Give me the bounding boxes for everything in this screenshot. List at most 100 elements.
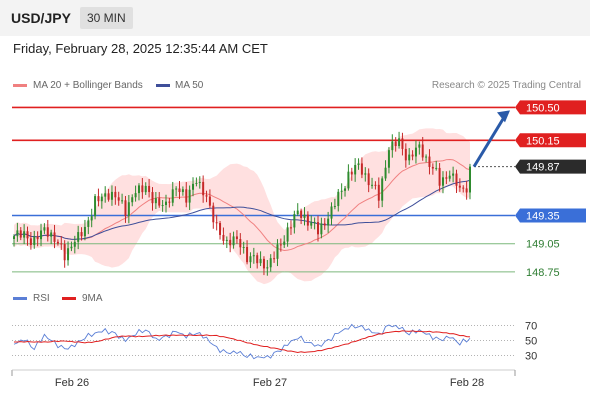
candle-body [279,244,282,246]
x-tick-label-2: Feb 27 [253,377,287,389]
candle-body [127,202,130,217]
candle-body [421,144,424,158]
level-label-149-87: 149.87 [526,162,560,174]
rsi-legend-swatch [13,297,27,300]
candle-body [249,256,252,263]
rsi-tick-label-70: 70 [525,321,537,333]
candle-body [350,171,353,175]
candle-body [13,236,15,239]
header-bar: USD/JPY 30 MIN [0,0,590,36]
candle-body [320,223,323,235]
candle-body [229,239,232,246]
candle-body [104,193,107,197]
ma50-legend-swatch [156,84,170,87]
candle-body [435,167,438,169]
candle-body [262,258,265,269]
candle-body [259,258,262,264]
candle-body [418,144,421,148]
candle-body [293,214,296,228]
candle-body [154,198,157,204]
candle-body [158,198,161,206]
candle-body [377,184,380,201]
forecast-arrow-line [472,116,506,168]
candle-body [232,236,235,246]
candle-body [80,232,83,237]
candle-body [219,223,222,235]
candle-body [29,238,32,246]
candle-body [73,241,76,247]
candle-body [90,216,93,221]
candle-body [387,150,390,168]
candle-body [36,236,39,240]
candle-body [408,154,411,161]
candle-body [266,267,269,269]
candle-body [283,241,286,245]
candle-body [94,196,97,217]
candle-body [114,191,117,198]
candle-body [225,239,228,241]
ma50-line [13,179,471,240]
candle-body [428,156,431,167]
bollinger-band [14,128,470,285]
candle-body [208,196,211,206]
candle-body [303,214,306,218]
candle-body [438,167,441,186]
ma20-legend-swatch [13,84,27,87]
level-tag-150-15 [515,133,586,148]
candle-body [276,244,279,259]
candle-body [286,227,289,242]
x-tick-label-1: Feb 26 [55,377,89,389]
candle-body [148,185,151,193]
candle-body [289,227,292,229]
candle-body [317,222,319,235]
candle-body [97,196,100,202]
candle-body [198,181,201,183]
candle-body [354,164,357,175]
candle-body [313,222,316,224]
candle-body [411,154,414,157]
candle-body [374,184,377,186]
candle-body [441,177,444,186]
ma50-legend-label: MA 50 [175,80,204,91]
timeframe-badge[interactable]: 30 MIN [80,7,133,29]
candle-body [462,187,465,189]
candle-body [300,210,303,218]
rsi-ma-legend-label: 9MA [82,293,103,304]
candle-body [401,138,404,149]
rsi-legend-label: RSI [33,293,50,304]
x-tick-label-3: Feb 28 [450,377,484,389]
candle-body [161,205,164,207]
candle-body [192,183,195,190]
candle-body [367,173,370,186]
candle-body [60,243,63,245]
candle-body [171,189,174,203]
candle-body [141,185,144,193]
candle-body [330,206,333,219]
level-tag-149-35 [515,208,586,223]
ma20-legend-label: MA 20 + Bollinger Bands [33,80,143,91]
candle-body [445,177,448,179]
candle-body [26,231,29,239]
candle-body [178,188,181,193]
candle-body [212,205,215,223]
candle-body [40,230,43,240]
candle-body [360,163,363,175]
candle-body [340,190,343,192]
candle-body [205,195,208,197]
candle-body [185,189,188,203]
level-label-150-50: 150.50 [526,102,560,114]
candle-body [448,175,451,179]
candle-body [357,163,360,165]
candle-body [391,141,394,151]
candle-body [344,188,347,191]
rsi-tick-label-50: 50 [525,336,537,348]
datetime-label: Friday, February 28, 2025 12:35:44 AM CE… [13,41,268,56]
candle-body [239,239,242,248]
candle-body [458,185,461,188]
candle-body [23,231,26,238]
candle-body [168,201,171,203]
candle-body [252,255,255,257]
candle-body [333,206,336,208]
candle-body [347,171,350,189]
